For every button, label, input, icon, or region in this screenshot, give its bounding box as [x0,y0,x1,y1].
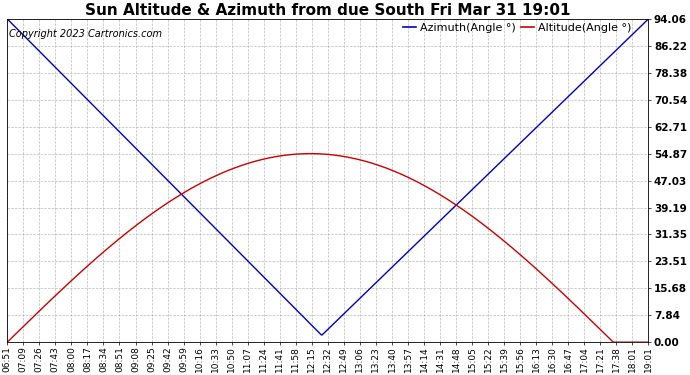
Legend: Azimuth(Angle °), Altitude(Angle °): Azimuth(Angle °), Altitude(Angle °) [399,19,635,38]
Title: Sun Altitude & Azimuth from due South Fri Mar 31 19:01: Sun Altitude & Azimuth from due South Fr… [85,3,571,18]
Text: Copyright 2023 Cartronics.com: Copyright 2023 Cartronics.com [8,28,161,39]
